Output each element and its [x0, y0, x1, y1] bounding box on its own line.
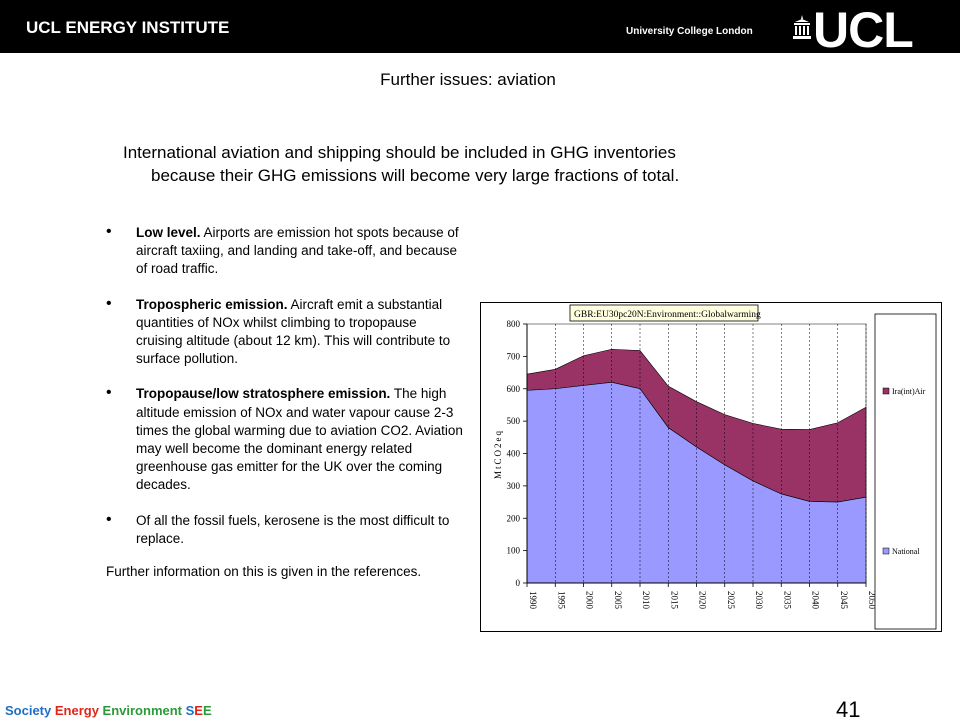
- x-tick-label: 2020: [698, 591, 708, 610]
- university-name: University College London: [626, 26, 753, 37]
- y-tick-label: 600: [507, 384, 521, 394]
- bullet-text: Airports are emission hot spots because …: [136, 225, 459, 277]
- chart-title: GBR:EU30pc20N:Environment::Globalwarming: [574, 310, 761, 320]
- bullet-dot-icon: •: [106, 223, 112, 240]
- bullet-lead: Tropospheric emission.: [136, 296, 288, 312]
- x-tick-label: 2025: [726, 591, 736, 610]
- legend-box: [874, 313, 937, 630]
- x-tick-label: 1995: [556, 591, 566, 610]
- legend-item-national-swatch: [882, 547, 890, 555]
- chart-title-box: [569, 304, 759, 322]
- portico-icon: [793, 15, 811, 39]
- x-tick-label: 2010: [641, 591, 651, 610]
- x-tick-label: 2015: [669, 591, 679, 610]
- footer-energy: Energy: [54, 703, 103, 718]
- bullet-text: The high altitude emission of NOx and wa…: [136, 386, 463, 493]
- y-tick-label: 700: [507, 351, 521, 361]
- footer-environment: Environment: [102, 703, 186, 718]
- x-tick-label: 1990: [528, 591, 538, 610]
- y-tick-label: 800: [507, 319, 521, 329]
- y-axis-label: MtCO2eq: [493, 429, 503, 479]
- footer-see-e2: E: [202, 703, 212, 718]
- x-tick-label: 2040: [811, 591, 821, 610]
- bullet-dot-icon: •: [106, 294, 112, 312]
- slide-title: Further issues: aviation: [380, 70, 556, 89]
- y-tick-label: 500: [507, 416, 521, 426]
- page-number: 41: [836, 697, 861, 722]
- legend-item-air-swatch: [882, 387, 890, 395]
- legend-item-air-label: Ira(int)Air: [892, 387, 926, 396]
- bullet-lead: Tropopause/low stratosphere emission.: [136, 386, 391, 402]
- legend-item-national-label: National: [892, 547, 920, 556]
- x-tick-label: 2030: [754, 591, 764, 610]
- y-tick-label: 400: [507, 449, 521, 459]
- header-bar: UCL ENERGY INSTITUTE University College …: [0, 0, 960, 58]
- ucl-logo: UCL: [813, 2, 914, 58]
- bullet-low-level: • Low level. Airports are emission hot s…: [106, 223, 466, 279]
- intro-text: International aviation and shipping shou…: [123, 141, 833, 187]
- bullet-list: • Low level. Airports are emission hot s…: [106, 223, 466, 581]
- x-tick-label: 2005: [613, 591, 623, 610]
- bullet-kerosene: • Of all the fossil fuels, kerosene is t…: [106, 510, 466, 548]
- intro-line-1: International aviation and shipping shou…: [123, 143, 676, 162]
- footer-see-s: S: [185, 703, 195, 718]
- bullet-dot-icon: •: [106, 384, 112, 402]
- y-tick-label: 0: [516, 578, 521, 588]
- further-info: Further information on this is given in …: [106, 564, 422, 580]
- bullet-tropopause: • Tropopause/low stratosphere emission. …: [106, 384, 466, 494]
- footer-society: Society: [5, 703, 55, 718]
- footer-brand: Society Energy Environment SEE: [5, 703, 212, 718]
- x-tick-label: 2000: [585, 591, 595, 610]
- y-tick-label: 200: [507, 513, 521, 523]
- x-tick-label: 2050: [867, 591, 877, 610]
- x-tick-label: 2045: [839, 591, 849, 610]
- x-tick-label: 2035: [782, 591, 792, 610]
- emissions-chart: 1990 1995 2000 2005 2010 2015 2020 2025 2030 2035…: [480, 302, 942, 632]
- footer-see-e1: E: [194, 703, 203, 718]
- bullet-lead: Low level.: [136, 225, 201, 240]
- bullet-text: Of all the fossil fuels, kerosene is the…: [136, 512, 450, 546]
- y-tick-label: 100: [507, 546, 521, 556]
- bullet-tropospheric: • Tropospheric emission. Aircraft emit a…: [106, 294, 466, 369]
- intro-line-2: because their GHG emissions will become …: [151, 166, 680, 185]
- y-tick-label: 300: [507, 481, 521, 491]
- bullet-text: Aircraft emit a substantial quantities o…: [136, 296, 451, 367]
- bullet-dot-icon: •: [106, 510, 112, 528]
- institute-name: UCL ENERGY INSTITUTE: [26, 18, 230, 37]
